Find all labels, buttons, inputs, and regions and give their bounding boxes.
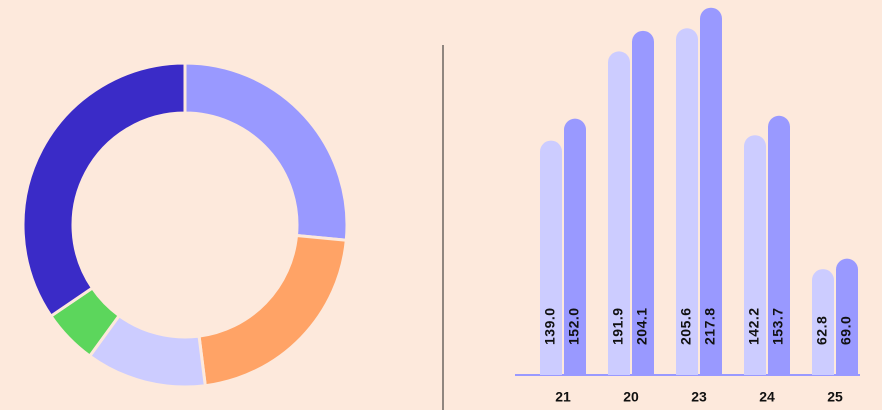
x-tick-label: 23: [691, 389, 707, 405]
value-label: 62.8: [814, 316, 830, 345]
bar: [676, 28, 698, 376]
value-label: 142.2: [746, 307, 762, 345]
bar: [836, 258, 858, 375]
value-label: 153.7: [770, 307, 786, 345]
x-tick-label: 20: [623, 389, 639, 405]
value-label: 69.0: [838, 316, 854, 345]
value-label: 152.0: [566, 307, 582, 345]
value-label: 139.0: [542, 307, 558, 345]
value-label: 217.8: [702, 307, 718, 345]
donut-segment: [21, 61, 187, 319]
bar: [744, 135, 766, 375]
bar: [608, 51, 630, 376]
bar: [564, 118, 586, 375]
bar: [540, 140, 562, 375]
x-tick-label: 21: [555, 389, 571, 405]
bar: [700, 7, 722, 376]
x-tick-label: 24: [759, 389, 775, 405]
bar: [768, 115, 790, 375]
bar: [632, 30, 654, 376]
bar: [812, 269, 834, 375]
x-tick-label: 25: [827, 389, 843, 405]
value-label: 191.9: [610, 307, 626, 345]
value-label: 205.6: [678, 307, 694, 345]
value-label: 204.1: [634, 307, 650, 345]
